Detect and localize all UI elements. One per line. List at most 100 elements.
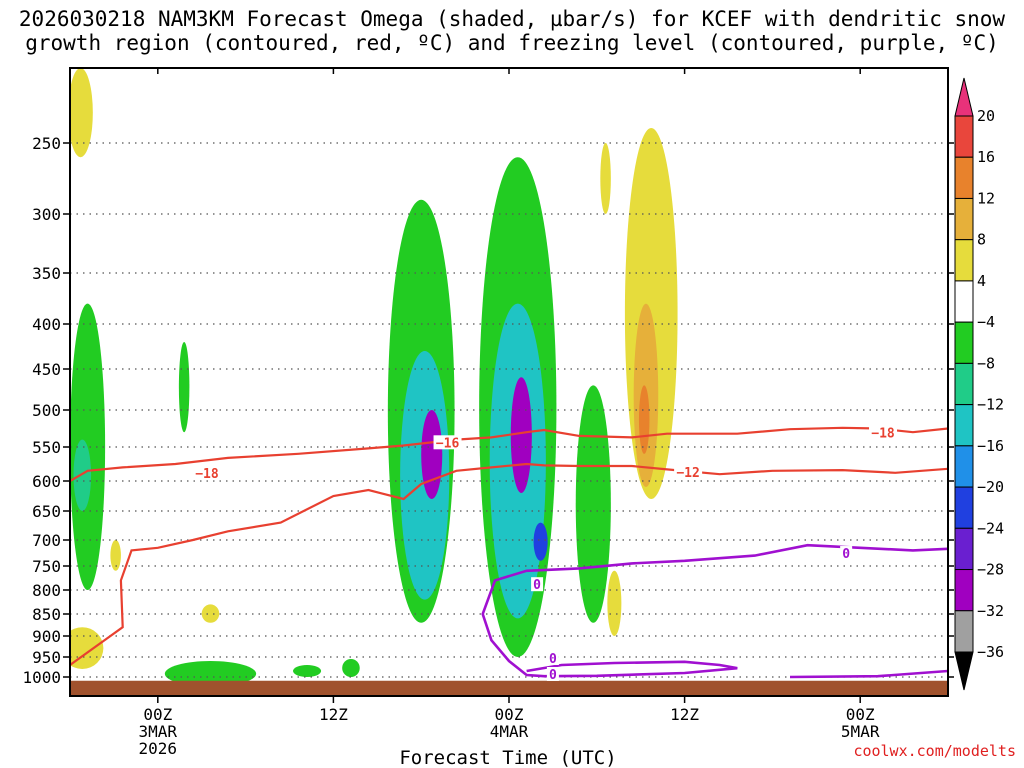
omega-region-late-ascent bbox=[575, 385, 611, 623]
omega-shading bbox=[70, 68, 678, 687]
contour-label-bg-0 bbox=[192, 466, 221, 481]
contour-label-bg-6 bbox=[546, 651, 559, 665]
colorbar-segment-10 bbox=[954, 527, 974, 571]
colorbar-label-5: −4 bbox=[977, 313, 995, 331]
contour-label-bg-2 bbox=[433, 435, 462, 450]
omega-region-descent-peak bbox=[638, 385, 650, 454]
omega-region-early-descent-bottom bbox=[70, 627, 104, 669]
omega-region-low-ascent-c bbox=[342, 659, 360, 677]
omega-region-upper-descent-thin bbox=[600, 143, 611, 214]
omega-region-main-ascent-c-core bbox=[533, 522, 548, 561]
colorbar-label-8: −16 bbox=[977, 437, 1004, 455]
colorbar-segment-1 bbox=[954, 156, 974, 199]
credit-link[interactable]: coolwx.com/modelts bbox=[853, 742, 1016, 760]
contour-label-7: 0 bbox=[549, 668, 557, 683]
colorbar-segment-9 bbox=[954, 486, 974, 529]
chart-title-line2: growth region (contoured, red, ºC) and f… bbox=[25, 31, 999, 55]
ytick-label-750: 750 bbox=[32, 557, 61, 576]
xtick-label-0-1: 3MAR bbox=[139, 722, 178, 741]
omega-colorbar: 20 16 12 8 4 −4 −8 −12 −16 −20 −24 −28 −32 −36 bbox=[954, 77, 1004, 691]
colorbar-label-11: −28 bbox=[977, 561, 1004, 579]
colorbar-label-10: −24 bbox=[977, 519, 1004, 537]
omega-region-low-descent-a bbox=[201, 604, 220, 623]
ytick-label-350: 350 bbox=[32, 264, 61, 283]
colorbar-segment-0 bbox=[954, 115, 974, 158]
ground-surface bbox=[71, 680, 947, 695]
ytick-label-250: 250 bbox=[32, 134, 61, 153]
omega-region-narrow-ascent bbox=[178, 342, 190, 433]
colorbar-segment-8 bbox=[954, 445, 974, 488]
contour-label-bg-1 bbox=[869, 425, 898, 440]
colorbar-label-1: 16 bbox=[977, 148, 995, 166]
xtick-label-4-1: 5MAR bbox=[841, 722, 880, 741]
ytick-label-650: 650 bbox=[32, 502, 61, 521]
xtick-label-2-1: 4MAR bbox=[490, 722, 529, 741]
dgz-contour-1 bbox=[70, 462, 948, 666]
contour-label-1: −18 bbox=[871, 427, 895, 442]
x-axis-label: Forecast Time (UTC) bbox=[399, 747, 616, 768]
contour-label-0: −18 bbox=[195, 467, 219, 482]
contour-label-3: −12 bbox=[676, 466, 699, 481]
omega-region-low-ascent-a bbox=[164, 661, 257, 687]
colorbar-label-6: −8 bbox=[977, 354, 995, 372]
colorbar-label-7: −12 bbox=[977, 396, 1004, 414]
xtick-label-3-0: 12Z bbox=[670, 705, 699, 724]
omega-region-low-ascent-b bbox=[293, 665, 322, 677]
colorbar-label-2: 12 bbox=[977, 189, 995, 207]
ytick-label-500: 500 bbox=[32, 401, 61, 420]
colorbar-bottom-arrow bbox=[954, 651, 974, 691]
pressure-axis: 250 300 350 400 450 500 550 600 650 700 750 800 850 9… bbox=[22, 134, 954, 687]
ytick-label-950: 950 bbox=[32, 648, 61, 667]
colorbar-segment-7 bbox=[954, 404, 974, 447]
xtick-label-2-0: 00Z bbox=[495, 705, 524, 724]
omega-region-low-descent-c bbox=[607, 570, 622, 637]
xtick-label-0-2: 2026 bbox=[139, 739, 178, 758]
omega-region-early-descent-top bbox=[70, 68, 93, 158]
dgz-contour-0 bbox=[70, 426, 948, 482]
colorbar-label-9: −20 bbox=[977, 478, 1004, 496]
freezing-contour-0 bbox=[481, 543, 948, 678]
colorbar-top-arrow bbox=[954, 77, 974, 117]
contour-label-bg-7 bbox=[546, 667, 559, 681]
omega-region-main-ascent-a-core bbox=[421, 410, 443, 499]
omega-region-low-descent-b bbox=[110, 540, 121, 571]
chart-title-line1: 2026030218 NAM3KM Forecast Omega (shaded… bbox=[19, 7, 1006, 31]
ytick-label-450: 450 bbox=[32, 360, 61, 379]
xtick-label-4-0: 00Z bbox=[846, 705, 875, 724]
colorbar-label-13: −36 bbox=[977, 643, 1004, 661]
colorbar-label-4: 4 bbox=[977, 272, 986, 290]
colorbar-segment-12 bbox=[954, 610, 974, 653]
contour-label-4: 0 bbox=[533, 578, 541, 593]
colorbar-segment-6 bbox=[954, 362, 974, 406]
contour-label-6: 0 bbox=[549, 652, 557, 667]
ytick-label-1000: 1000 bbox=[22, 668, 61, 687]
ytick-label-900: 900 bbox=[32, 627, 61, 646]
contour-label-bg-3 bbox=[674, 464, 703, 479]
xtick-label-1-0: 12Z bbox=[319, 705, 348, 724]
colorbar-label-12: −32 bbox=[977, 602, 1004, 620]
colorbar-label-3: 8 bbox=[977, 231, 986, 249]
ytick-label-700: 700 bbox=[32, 531, 61, 550]
contour-label-2: −16 bbox=[436, 436, 460, 451]
colorbar-segment-5 bbox=[954, 321, 974, 364]
colorbar-label-0: 20 bbox=[977, 107, 995, 125]
colorbar-segment-2 bbox=[954, 197, 974, 241]
freezing-contour-1 bbox=[789, 669, 948, 679]
ytick-label-850: 850 bbox=[32, 605, 61, 624]
contour-label-5: 0 bbox=[842, 547, 850, 562]
ytick-label-550: 550 bbox=[32, 438, 61, 457]
colorbar-segment-3 bbox=[954, 239, 974, 282]
ytick-label-600: 600 bbox=[32, 472, 61, 491]
ytick-label-800: 800 bbox=[32, 581, 61, 600]
xtick-label-0-0: 00Z bbox=[143, 705, 172, 724]
ytick-label-400: 400 bbox=[32, 315, 61, 334]
colorbar-segment-4 bbox=[954, 280, 974, 323]
ground-fill bbox=[71, 680, 947, 695]
ytick-label-300: 300 bbox=[32, 205, 61, 224]
colorbar-segment-11 bbox=[954, 569, 974, 612]
contour-label-bg-4 bbox=[531, 577, 544, 592]
contour-label-bg-5 bbox=[840, 546, 853, 561]
